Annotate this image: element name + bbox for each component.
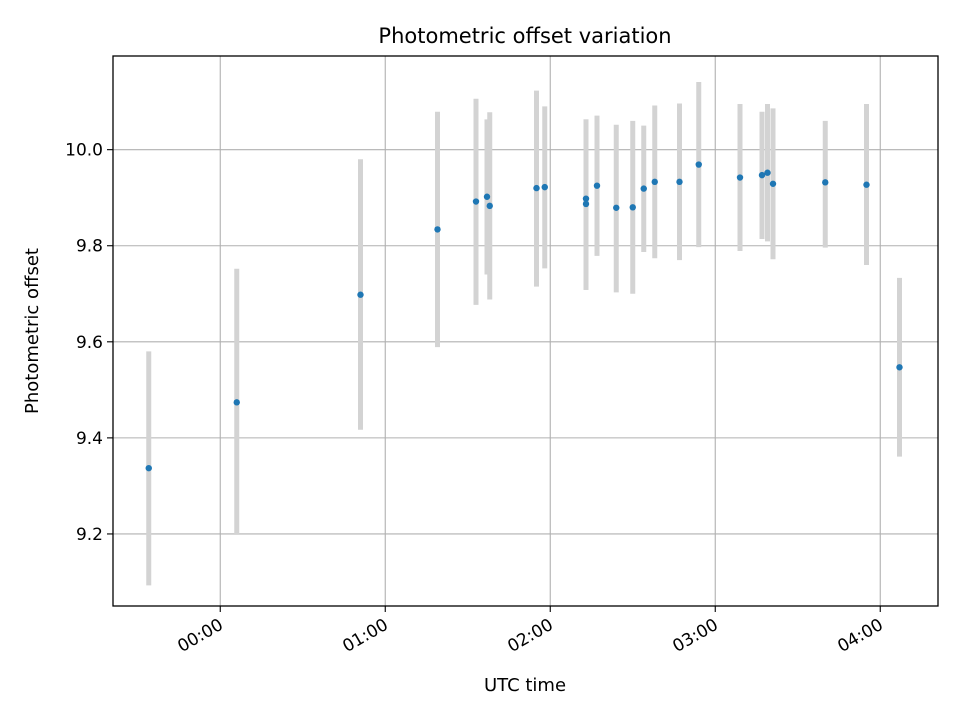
data-point: [593, 182, 601, 189]
data-point: [736, 174, 744, 181]
data-point: [541, 183, 548, 191]
y-tick-label: 10.0: [65, 141, 103, 161]
data-point: [629, 204, 636, 211]
y-axis-ticks: 9.2 9.4 9.6 9.8 10.0: [65, 141, 113, 545]
data-point: [582, 200, 590, 208]
data-point: [695, 161, 702, 168]
data-point: [758, 171, 766, 179]
data-point: [582, 195, 590, 202]
y-tick-label: 9.4: [76, 429, 103, 449]
data-point: [472, 198, 480, 205]
y-axis-title: Photometric offset: [22, 248, 43, 414]
plot-frame: [112, 55, 939, 607]
data-point: [533, 184, 540, 192]
y-tick-label: 9.8: [76, 237, 103, 257]
data-point: [896, 364, 903, 371]
data-points: [145, 161, 903, 472]
data-point: [357, 291, 364, 298]
data-point: [434, 226, 441, 233]
y-tick-label: 9.6: [76, 333, 103, 353]
data-point: [764, 169, 771, 176]
data-point: [651, 178, 658, 186]
data-point: [145, 464, 152, 472]
data-point: [676, 178, 683, 186]
y-tick-label: 9.2: [76, 525, 103, 545]
data-point: [483, 193, 491, 200]
grid-lines: [113, 56, 938, 606]
data-point: [863, 181, 870, 188]
data-point: [640, 185, 647, 192]
data-point: [233, 399, 240, 406]
data-point: [486, 202, 493, 210]
data-point: [822, 179, 829, 186]
plot-area: [113, 56, 938, 606]
x-axis-title: UTC time: [484, 675, 566, 696]
chart-title: Photometric offset variation: [378, 24, 671, 48]
data-point: [613, 204, 620, 211]
data-point: [769, 180, 777, 187]
